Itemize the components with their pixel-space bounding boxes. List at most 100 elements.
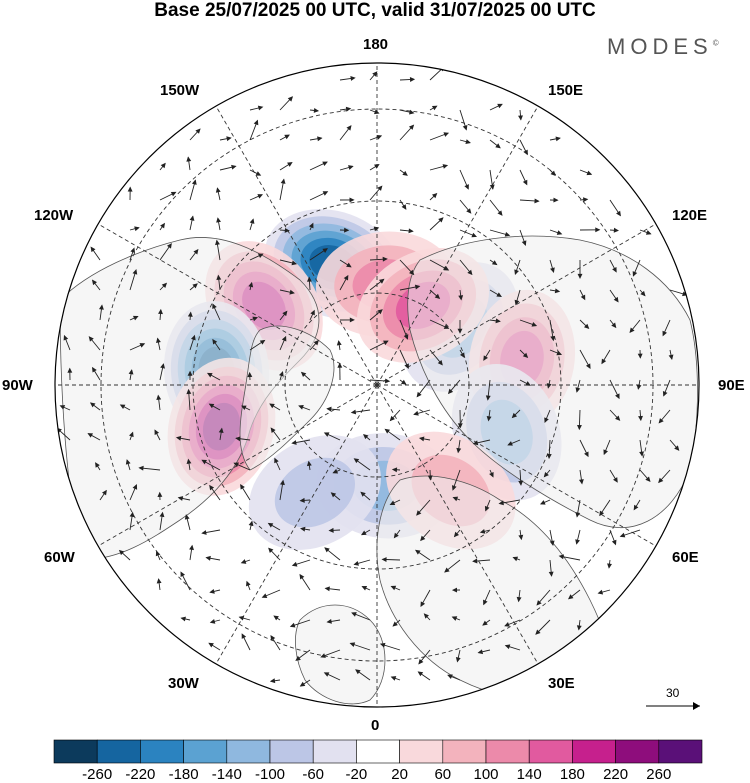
wind-arrow-head [226,136,232,142]
wind-arrow-head [613,227,619,233]
wind-arrow-head [212,303,217,310]
wind-arrow-head [495,318,501,324]
wind-arrow-head [186,458,192,465]
wind-arrow-head [289,289,295,295]
wind-arrow-head [674,445,680,451]
wind-arrow-head [613,477,618,483]
wind-arrow-head [548,571,554,577]
wind-arrow-head [522,352,529,359]
lon-label-150e: 150E [548,82,584,99]
wind-arrow-head [308,222,314,229]
wind-arrow-head [195,128,201,134]
wind-arrow-head [337,362,343,368]
wind-arrow-head [289,622,296,628]
wind-arrow-head [418,436,425,442]
wind-arrow-head [482,620,488,626]
colorbar-swatch [399,739,444,764]
wind-arrow-head [193,248,199,255]
wind-arrow-head [455,657,461,663]
wind-arrow-head [246,580,251,587]
wind-arrow-head [255,171,262,176]
wind-arrow-head [248,281,254,288]
wind-arrow-head [384,428,391,434]
wind-arrow-head [483,355,489,361]
wind-arrow-head [408,228,414,234]
wind-arrow-head [317,136,323,142]
wind-arrow-head [280,178,286,184]
wind-arrow-head [267,522,274,528]
wind-arrow-head [452,496,459,502]
wind-arrow-head [360,530,367,536]
wind-arrow-head [575,512,581,518]
wind-arrow-head [518,534,524,541]
lon-label-30w: 30W [168,675,199,692]
colorbar-label: -180 [168,766,199,783]
wind-arrow-head [431,192,438,199]
wind-arrow-head [281,335,287,342]
wind-arrow-head [392,621,398,627]
wind-arrow-head [257,253,264,259]
wind-arrow-head [632,271,638,277]
wind-arrow-head [160,222,165,229]
wind-arrow-head [170,191,177,197]
wind-arrow-head [300,371,307,377]
wind-arrow-head [453,531,460,538]
wind-arrow-head [353,560,359,566]
wind-arrow-head [413,410,419,416]
wind-arrow-head [373,109,380,115]
wind-arrow-head [261,593,268,598]
wind-arrow-head [363,433,369,440]
wind-arrow-head [132,315,139,321]
colorbar-label: 260 [646,766,672,783]
wind-arrow-head [615,415,621,421]
wind-arrow-head [269,403,275,409]
wind-arrow-head [417,671,424,677]
wind-arrow-head [550,170,556,176]
wind-arrow-head [379,642,386,648]
meridian-line [215,105,378,386]
wind-arrow-head [658,418,664,424]
wind-arrow-head [444,567,450,573]
wind-arrow-head [160,363,165,369]
wind-arrow-head [615,393,620,400]
wind-arrow-head [462,124,468,131]
wind-arrow-head [215,239,220,246]
colorbar-label: -220 [125,766,156,783]
wind-arrow-head [447,388,454,395]
wind-arrow-head [575,387,581,393]
wind-arrow-head [489,471,494,478]
wind-arrow-head [457,328,463,334]
wind-arrow-head [637,353,643,359]
wind-arrow-head [612,266,617,273]
wind-arrow-head [268,547,274,553]
wind-arrow-head [63,334,69,341]
wind-arrow-head [459,352,465,358]
wind-arrow-head [270,635,276,641]
wind-arrow-head [59,405,66,410]
wind-arrow-head [189,544,194,551]
wind-arrow-head [585,363,591,369]
wind-arrow-head [326,406,332,412]
wind-arrow-head [270,427,276,433]
wind-arrow-head [322,248,329,253]
wind-arrow-head [349,317,355,323]
wind-arrow-head [640,290,646,297]
wind-arrow-head [166,243,172,249]
wind-arrow-head [306,276,312,282]
wind-arrow-head [139,343,146,348]
wind-arrow-head [95,462,100,468]
wind-arrow-head [539,500,546,505]
colorbar-label: 100 [473,766,499,783]
wind-arrow-head [324,586,330,592]
wind-arrow-head [248,520,254,527]
wind-arrow-head [456,447,462,454]
wind-arrow-head [616,210,621,217]
map-boundary [54,62,700,708]
wind-arrow-head [535,629,541,635]
colorbar-label: -60 [302,766,325,783]
wind-arrow-head [306,460,312,467]
colorbar-swatch [356,739,400,764]
wind-arrow-head [486,416,492,422]
wind-arrow-head [186,156,192,162]
